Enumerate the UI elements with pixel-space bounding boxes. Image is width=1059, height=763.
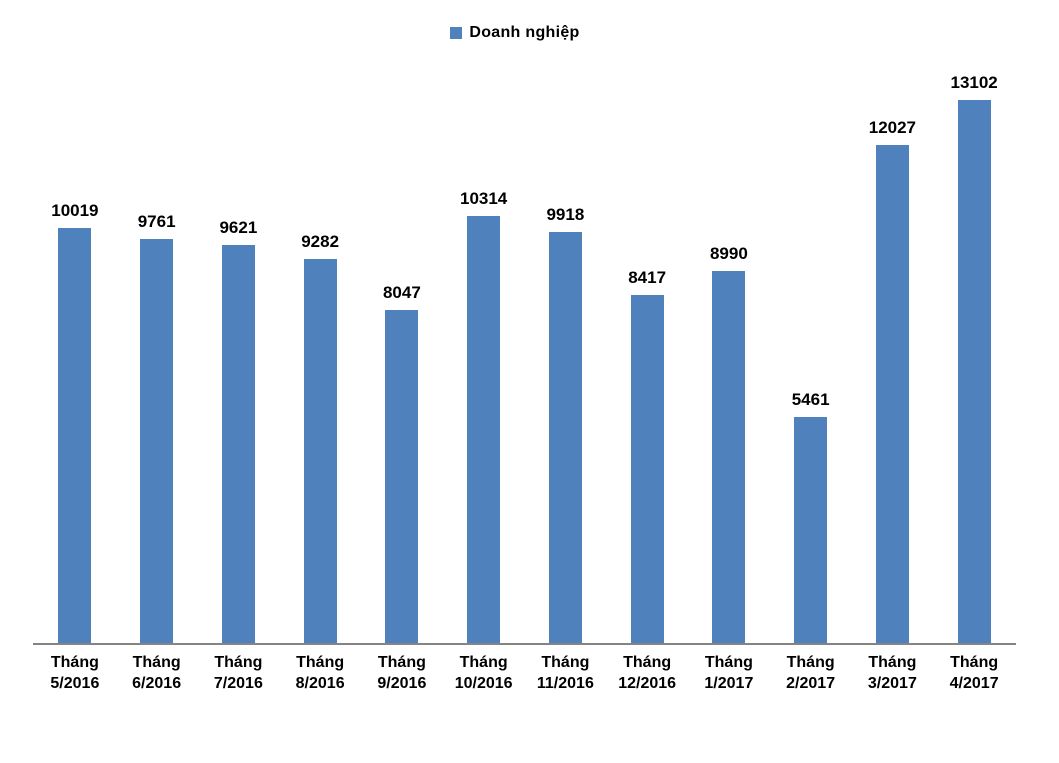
bar [58, 228, 92, 644]
bar-column: 9282 [279, 232, 361, 644]
legend-label: Doanh nghiệp [469, 24, 580, 41]
legend-square-icon [450, 27, 463, 39]
bar-column: 8047 [361, 283, 443, 644]
bar [385, 310, 419, 644]
tick-line-1: Tháng [541, 654, 590, 671]
tick-line-1: Tháng [214, 654, 263, 671]
tick-line-2: 5/2016 [50, 675, 100, 692]
bar [467, 216, 501, 644]
tick-line-1: Tháng [132, 654, 181, 671]
bar-value-label: 9918 [546, 205, 585, 224]
bar-value-label: 12027 [868, 118, 917, 137]
tick-line-2: 4/2017 [949, 675, 999, 692]
bar-value-label: 5461 [791, 390, 830, 409]
x-axis-tick: Tháng 9/2016 [361, 652, 443, 694]
bar [957, 100, 991, 644]
tick-line-2: 6/2016 [132, 675, 182, 692]
tick-line-2: 8/2016 [295, 675, 345, 692]
x-axis-tick: Tháng 2/2017 [770, 652, 852, 694]
tick-line-1: Tháng [950, 654, 999, 671]
bar [140, 239, 174, 644]
bar-column: 10019 [34, 201, 116, 644]
bar-value-label: 8047 [382, 283, 421, 302]
bar-column: 9918 [525, 205, 607, 644]
bar-value-label: 9761 [137, 212, 176, 231]
x-axis-tick-labels: Tháng 5/2016 Tháng 6/2016 Tháng 7/2016 Tháng 8/… [34, 652, 1015, 694]
chart-legend: Doanh nghiệp [0, 24, 1030, 42]
bar-column: 5461 [770, 390, 852, 644]
bar-value-label: 9621 [219, 218, 258, 237]
tick-line-1: Tháng [623, 654, 672, 671]
x-axis-tick: Tháng 3/2017 [852, 652, 934, 694]
bar-value-label: 10019 [51, 201, 99, 220]
bar [303, 259, 337, 644]
tick-line-2: 1/2017 [704, 675, 754, 692]
tick-line-1: Tháng [704, 654, 753, 671]
tick-line-2: 12/2016 [618, 675, 677, 692]
tick-line-2: 3/2017 [867, 675, 917, 692]
tick-line-1: Tháng [786, 654, 835, 671]
x-axis-tick: Tháng 6/2016 [116, 652, 198, 694]
bar [221, 245, 255, 644]
x-axis-tick: Tháng 10/2016 [443, 652, 525, 694]
bar-column: 13102 [933, 73, 1015, 644]
tick-line-2: 11/2016 [536, 675, 594, 692]
bar-value-label: 13102 [950, 73, 998, 92]
x-axis-tick: Tháng 1/2017 [688, 652, 770, 694]
bar [712, 271, 746, 644]
bar-value-label: 8990 [709, 244, 748, 263]
bar-value-label: 8417 [628, 268, 667, 287]
bar-value-label: 10314 [459, 189, 508, 208]
bar-column: 9761 [116, 212, 198, 644]
bar-column: 10314 [443, 189, 525, 644]
x-axis-tick: Tháng 7/2016 [198, 652, 280, 694]
bar [548, 232, 582, 644]
bar [794, 417, 828, 644]
x-axis-tick: Tháng 4/2017 [933, 652, 1015, 694]
tick-line-2: 7/2016 [213, 675, 263, 692]
tick-line-2: 2/2017 [786, 675, 836, 692]
plot-area: 10019 9761 9621 9282 8047 10314 9918 8417 8990 54… [34, 0, 1015, 644]
bar-column: 9621 [198, 218, 280, 644]
x-axis-tick: Tháng 5/2016 [34, 652, 116, 694]
bar-column: 8990 [688, 244, 770, 644]
x-axis-tick: Tháng 11/2016 [525, 652, 607, 694]
tick-line-2: 9/2016 [377, 675, 427, 692]
bar [630, 295, 664, 644]
x-axis-line [33, 643, 1016, 645]
tick-line-1: Tháng [377, 654, 426, 671]
tick-line-1: Tháng [459, 654, 508, 671]
x-axis-tick: Tháng 12/2016 [606, 652, 688, 694]
tick-line-1: Tháng [50, 654, 99, 671]
tick-line-1: Tháng [868, 654, 917, 671]
tick-line-1: Tháng [296, 654, 345, 671]
bar-columns: 10019 9761 9621 9282 8047 10314 9918 8417 8990 54… [34, 0, 1015, 644]
bar-value-label: 9282 [301, 232, 340, 251]
bar-column: 12027 [852, 118, 934, 644]
bar [875, 145, 909, 644]
x-axis-tick: Tháng 8/2016 [279, 652, 361, 694]
tick-line-2: 10/2016 [454, 675, 513, 692]
bar-column: 8417 [606, 268, 688, 644]
